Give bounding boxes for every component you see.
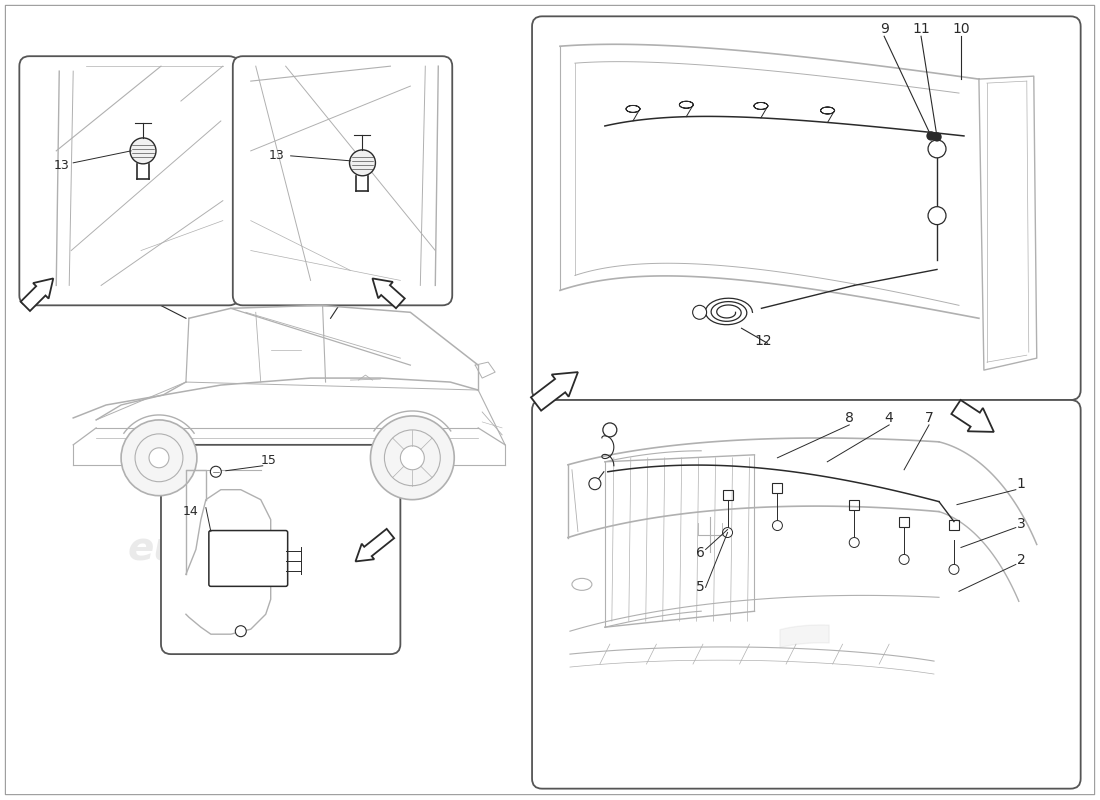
Circle shape [772, 521, 782, 530]
Text: 9: 9 [880, 22, 889, 36]
Circle shape [723, 527, 733, 538]
Polygon shape [355, 529, 394, 562]
Text: eurospares: eurospares [676, 202, 922, 240]
Circle shape [235, 626, 246, 637]
Text: 11: 11 [912, 22, 930, 36]
Polygon shape [21, 278, 53, 311]
Circle shape [899, 554, 909, 565]
Circle shape [927, 132, 935, 140]
Circle shape [400, 446, 425, 470]
Text: 13: 13 [268, 149, 285, 162]
Bar [772, 482, 782, 493]
Text: 5: 5 [696, 580, 705, 594]
Bar [849, 500, 859, 510]
Circle shape [210, 466, 221, 478]
Text: 8: 8 [845, 411, 854, 425]
Polygon shape [531, 372, 578, 410]
Text: eurospares: eurospares [128, 530, 374, 569]
Text: 12: 12 [755, 334, 772, 348]
Text: 13: 13 [53, 159, 69, 172]
Text: 4: 4 [884, 411, 893, 425]
Text: 3: 3 [1016, 517, 1025, 530]
FancyBboxPatch shape [161, 445, 400, 654]
FancyBboxPatch shape [20, 56, 239, 306]
Text: 10: 10 [953, 22, 970, 36]
Circle shape [121, 420, 197, 496]
Text: 7: 7 [925, 411, 934, 425]
Text: eurospares: eurospares [98, 202, 343, 240]
FancyBboxPatch shape [532, 400, 1080, 789]
FancyBboxPatch shape [233, 56, 452, 306]
Text: 2: 2 [1016, 554, 1025, 567]
Bar [949, 519, 959, 530]
FancyBboxPatch shape [209, 530, 288, 586]
Text: 15: 15 [261, 454, 276, 466]
Polygon shape [373, 278, 405, 308]
Circle shape [148, 448, 169, 468]
Circle shape [949, 565, 959, 574]
Text: 6: 6 [695, 546, 705, 561]
Text: 14: 14 [183, 505, 199, 518]
Circle shape [928, 140, 946, 158]
Circle shape [588, 478, 601, 490]
Circle shape [371, 416, 454, 500]
Text: eurospares: eurospares [627, 560, 872, 598]
Circle shape [928, 206, 946, 225]
Circle shape [693, 306, 706, 319]
FancyBboxPatch shape [532, 16, 1080, 400]
Circle shape [849, 538, 859, 547]
Circle shape [603, 423, 617, 437]
Circle shape [933, 133, 940, 141]
Bar [899, 517, 909, 526]
Polygon shape [952, 400, 994, 432]
Text: 1: 1 [1016, 477, 1025, 490]
Circle shape [130, 138, 156, 164]
Circle shape [350, 150, 375, 176]
Bar [723, 490, 733, 500]
